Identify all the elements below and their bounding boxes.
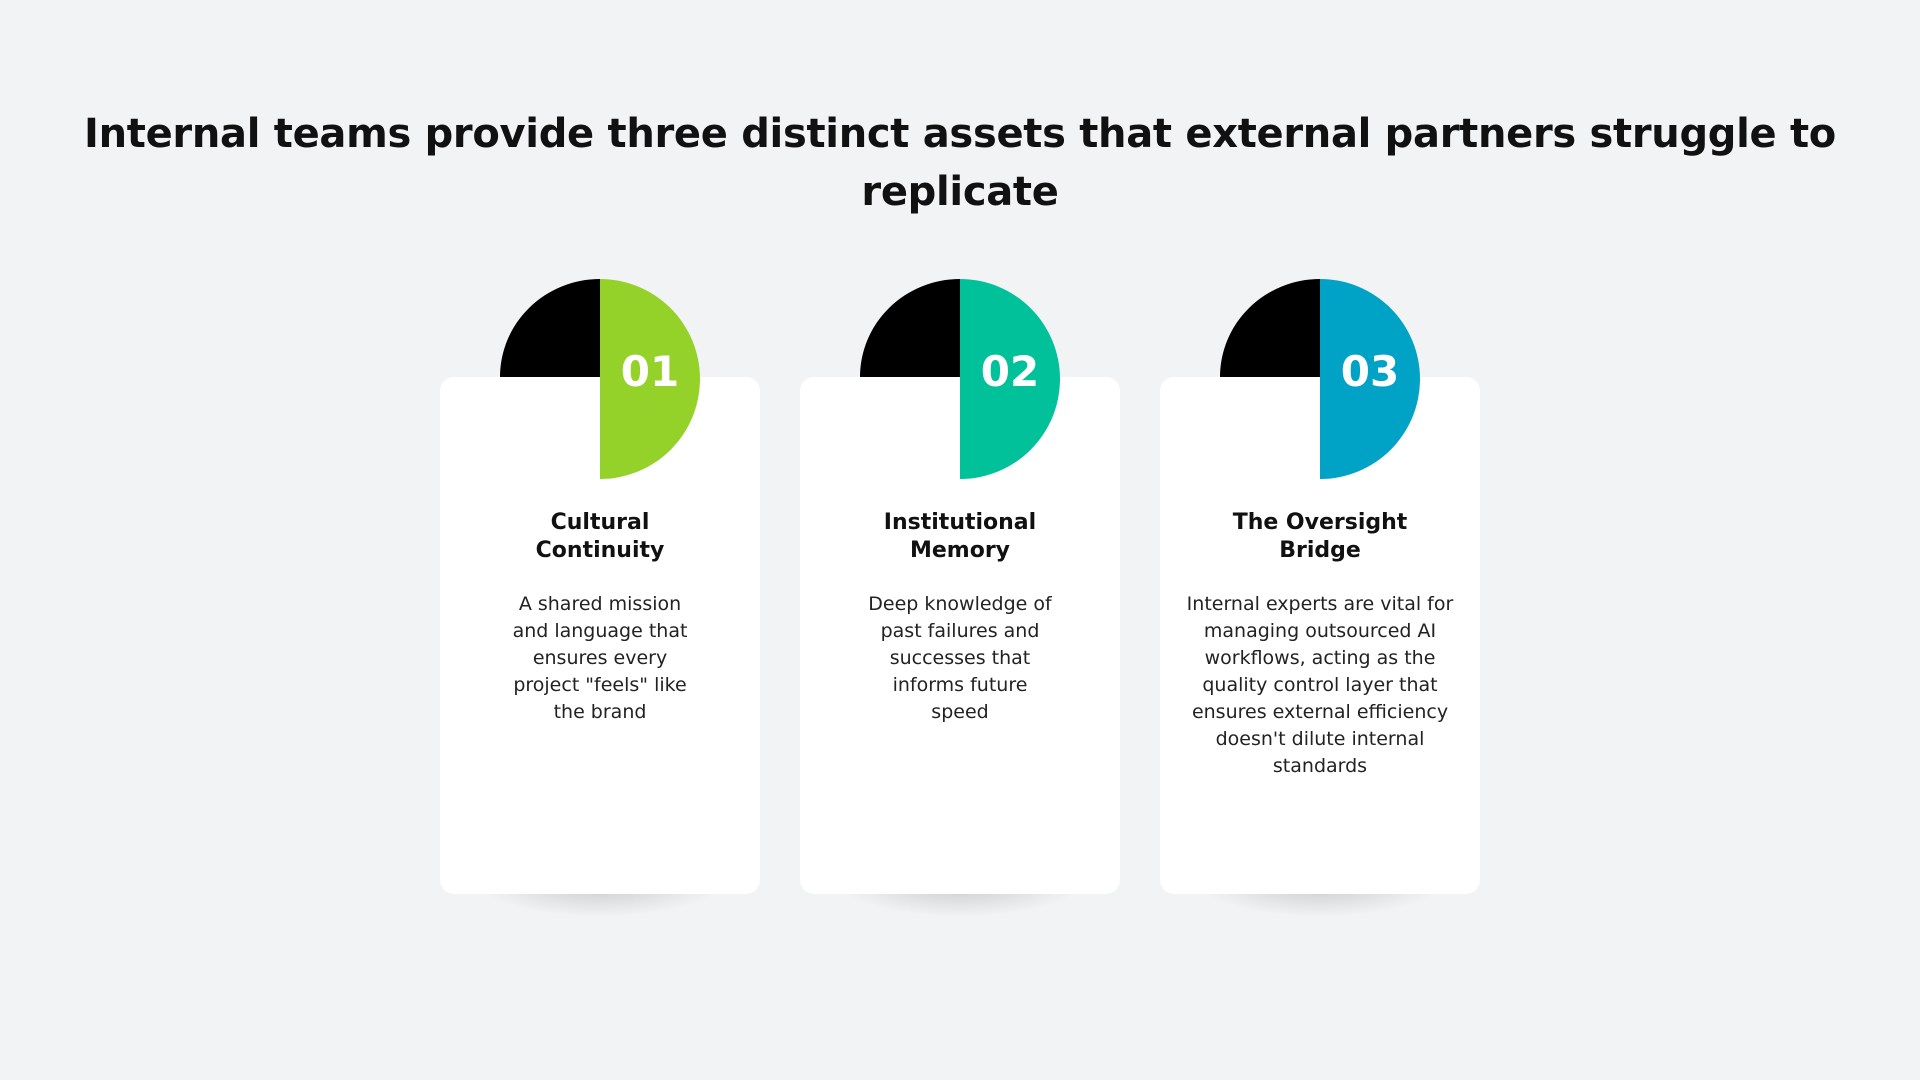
asset-card-2: 02 Institutional Memory Deep knowledge o… — [800, 279, 1120, 917]
card-description: Deep knowledge of past failures and succ… — [868, 593, 1052, 723]
black-quarter-shape — [860, 279, 960, 377]
asset-card-3: 03 The Oversight Bridge Internal experts… — [1160, 279, 1480, 917]
card-heading: The Oversight Bridge — [1232, 510, 1408, 563]
page-title: Internal teams provide three distinct as… — [84, 111, 1836, 215]
asset-card-1: 01 Cultural Continuity A shared mission … — [440, 279, 760, 917]
black-quarter-shape — [500, 279, 600, 377]
card-number: 01 — [620, 347, 680, 396]
card-description: A shared mission and language that ensur… — [512, 593, 688, 723]
card-description: Internal experts are vital for managing … — [1186, 593, 1454, 777]
card-heading: Institutional Memory — [883, 510, 1037, 563]
card-number: 02 — [980, 347, 1040, 396]
card-heading: Cultural Continuity — [535, 510, 665, 563]
black-quarter-shape — [1220, 279, 1320, 377]
card-number: 03 — [1340, 347, 1400, 396]
